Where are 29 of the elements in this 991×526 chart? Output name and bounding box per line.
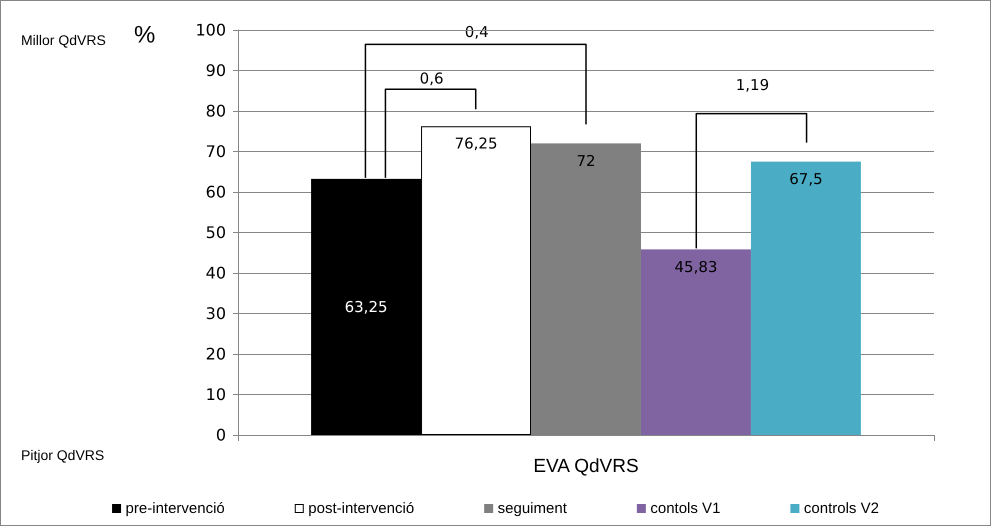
data-label: 72 — [576, 152, 596, 170]
legend-label: controls V2 — [804, 500, 879, 517]
y-tick-label: 80 — [206, 102, 226, 120]
text: Millor QdVRS — [21, 32, 106, 48]
y-tick-label: 20 — [206, 344, 226, 364]
text: Pitjor QdVRS — [21, 447, 104, 463]
data-label: 67,5 — [789, 170, 823, 188]
legend-label: contols V1 — [650, 500, 720, 517]
y-tick-label: 90 — [206, 61, 226, 80]
bar — [750, 162, 861, 435]
y-tick-label: 100 — [195, 20, 226, 40]
y-tick-label: 40 — [206, 264, 226, 282]
y-tick-label: 60 — [206, 182, 226, 202]
x-tick-label: EVA QdVRS — [533, 456, 639, 477]
legend-label: pre-intervenció — [126, 500, 225, 517]
data-label: 76,25 — [454, 134, 498, 153]
y-tick-label: 70 — [206, 142, 226, 161]
bar — [640, 249, 751, 435]
y-tick-label: 30 — [206, 304, 226, 323]
annotation: 0,6 — [420, 70, 444, 88]
y-tick-label: 0 — [216, 426, 226, 444]
y-axis-title: % — [134, 22, 156, 48]
y-tick-label: 50 — [206, 223, 226, 242]
y-tick-label: 10 — [206, 385, 226, 404]
legend-label: seguiment — [498, 500, 568, 517]
data-label: 63,25 — [344, 298, 388, 316]
annotation: 1,19 — [736, 76, 770, 94]
legend-label: post-intervenció — [308, 500, 414, 517]
data-label: 45,83 — [674, 258, 718, 276]
